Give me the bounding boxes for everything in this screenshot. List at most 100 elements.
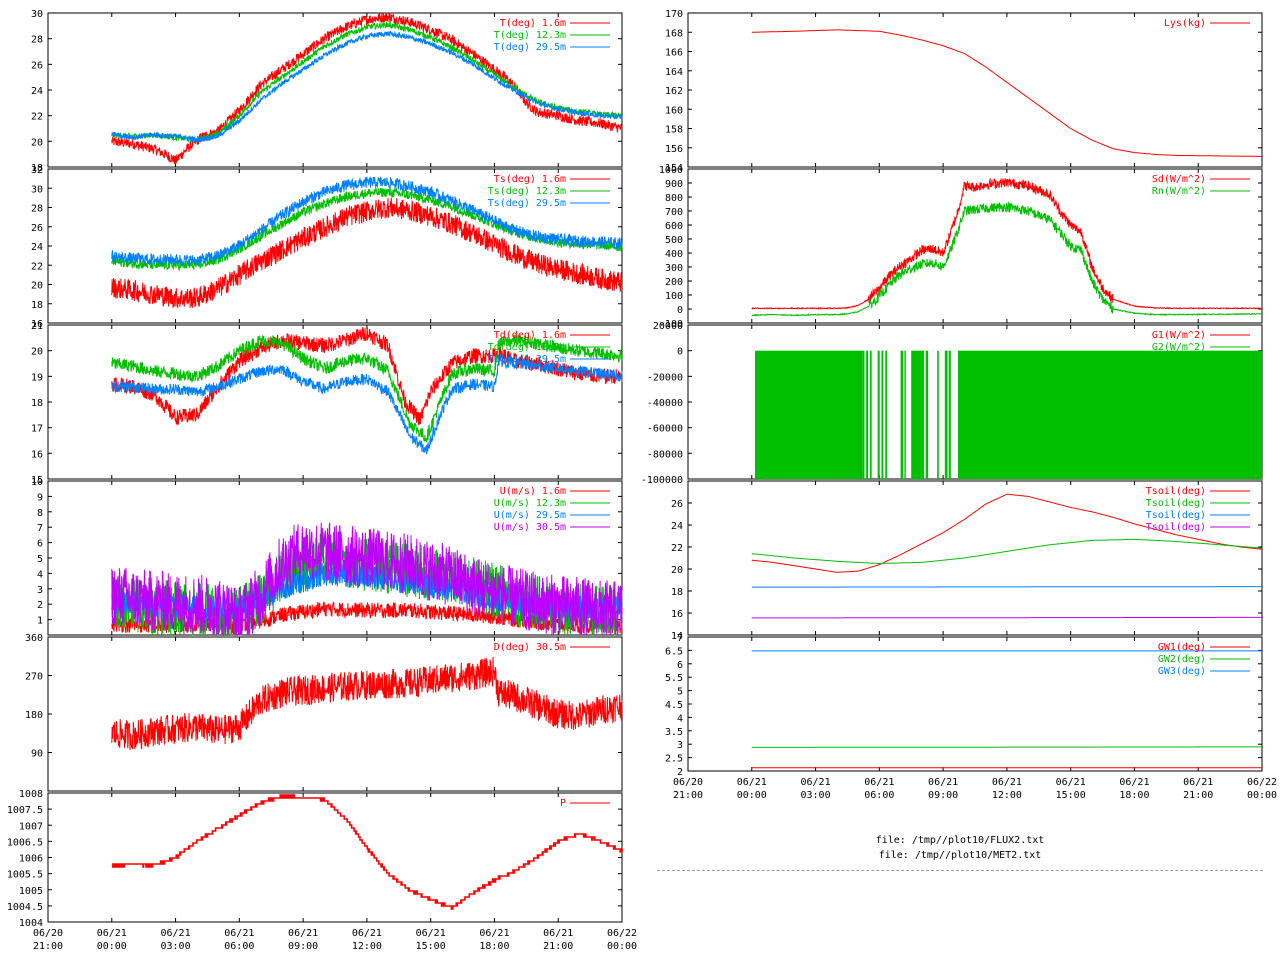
y-tick-label: 22 — [671, 543, 683, 554]
y-tick-label: 18 — [31, 398, 43, 409]
y-tick-label: 8 — [37, 508, 43, 519]
chart-dir: 90 180 270 360 D(deg) 30.5m — [25, 633, 623, 792]
chart-gw: 2 2.5 3 3.5 4 4.5 5 5.5 6 6.5 7 GW1(deg)GW2(deg)GW3… — [665, 633, 1263, 778]
series-line-ts-0 — [111, 197, 623, 308]
series-line-tsoil-0 — [751, 493, 1263, 573]
legend-label: D(deg) 30.5m — [494, 642, 566, 653]
y-tick-label: 30 — [31, 9, 43, 20]
series-line-wind-3 — [111, 522, 623, 636]
y-tick-label: 18 — [671, 587, 683, 598]
y-tick-label: 20 — [31, 137, 43, 148]
y-tick-label: 2.5 — [665, 754, 683, 765]
left-x-time-label: 21:00 — [543, 941, 573, 952]
y-tick-label: -60000 — [647, 424, 683, 435]
y-tick-label: 160 — [665, 105, 683, 116]
legend-label: GW1(deg) — [1158, 642, 1206, 653]
y-tick-label: -40000 — [647, 398, 683, 409]
legend-label: Ts(deg) 12.3m — [488, 186, 566, 197]
y-tick-label: 26 — [671, 499, 683, 510]
y-tick-label: 162 — [665, 86, 683, 97]
left-x-date-label: 06/21 — [161, 928, 191, 939]
left-x-date-label: 06/21 — [224, 928, 254, 939]
y-tick-label: 158 — [665, 125, 683, 136]
y-tick-label: -80000 — [647, 449, 683, 460]
series-line-dir-0 — [111, 656, 623, 751]
plot-frame — [47, 636, 623, 792]
y-tick-label: 300 — [665, 263, 683, 274]
y-tick-label: 3.5 — [665, 727, 683, 738]
flux-fill-strip — [866, 350, 869, 479]
chart-rad: -100 0 100 200 300 400 500 600 700 800 900 1000 Sd(W… — [659, 165, 1263, 330]
series-line-rad-0 — [751, 177, 1263, 310]
y-tick-label: 24 — [31, 86, 43, 97]
y-tick-label: 270 — [25, 672, 43, 683]
y-tick-label: 200 — [665, 277, 683, 288]
y-tick-label: 360 — [25, 633, 43, 644]
flux-fill-strip — [877, 350, 880, 479]
flux-fill-block — [911, 350, 922, 479]
legend-label: U(m/s) 30.5m — [494, 522, 566, 533]
flux-fill-strip — [925, 350, 929, 479]
y-tick-label: 18 — [31, 163, 43, 174]
legend-label: Ts(deg) 1.6m — [494, 174, 566, 185]
y-tick-label: 1000 — [659, 165, 683, 176]
y-tick-label: 3 — [677, 740, 683, 751]
y-tick-label: 24 — [671, 521, 683, 532]
legend-label: Tsoil(deg) — [1146, 486, 1206, 497]
left-x-date-label: 06/21 — [352, 928, 382, 939]
source-file-1: file: /tmp//plot10/FLUX2.txt — [875, 835, 1045, 846]
y-tick-label: 1004.5 — [7, 902, 43, 913]
left-x-date-label: 06/21 — [479, 928, 509, 939]
flux-fill-strip — [885, 350, 888, 479]
legend-label: Tsoil(deg) — [1146, 498, 1206, 509]
right-x-time-label: 09:00 — [928, 790, 958, 801]
right-x-time-label: 00:00 — [737, 790, 767, 801]
y-tick-label: 2 — [37, 600, 43, 611]
right-x-time-label: 00:00 — [1247, 790, 1277, 801]
left-x-time-label: 21:00 — [33, 941, 63, 952]
series-line-pres-0 — [111, 794, 623, 910]
flux-fill-strip — [904, 350, 906, 479]
y-tick-label: -100000 — [641, 475, 683, 486]
y-tick-label: 20000 — [653, 321, 683, 332]
plot-frame — [687, 12, 1263, 168]
series-line-td-0 — [111, 326, 623, 426]
y-tick-label: 6 — [37, 539, 43, 550]
left-x-date-label: 06/22 — [607, 928, 637, 939]
y-tick-label: 24 — [31, 242, 43, 253]
chart-gflux: -100000 -80000 -60000 -40000 -20000 0 20000 G1(… — [641, 321, 1263, 486]
right-x-time-label: 03:00 — [801, 790, 831, 801]
y-tick-label: 5 — [677, 687, 683, 698]
source-files: file: /tmp//plot10/FLUX2.txt file: /tmp/… — [655, 833, 1265, 863]
left-x-time-label: 06:00 — [224, 941, 254, 952]
flux-fill-block — [957, 350, 1262, 479]
legend-label: G1(W/m^2) — [1152, 330, 1206, 341]
y-tick-label: 5.5 — [665, 673, 683, 684]
left-x-time-label: 09:00 — [288, 941, 318, 952]
left-x-date-label: 06/20 — [33, 928, 63, 939]
legend-label: Tsoil(deg) — [1146, 510, 1206, 521]
chart-temp: 18 20 22 24 26 28 30 T(deg) 1.6mT(deg) 12.3mT(d… — [31, 9, 623, 174]
y-tick-label: 20 — [671, 565, 683, 576]
right-x-time-label: 18:00 — [1119, 790, 1149, 801]
legend-label: Td(deg) 1.6m — [494, 330, 566, 341]
chart-tsoil: 14161820222426Tsoil(deg)Tsoil(deg)Tsoil(… — [671, 480, 1263, 642]
legend-label: GW2(deg) — [1158, 654, 1206, 665]
y-tick-label: 154 — [665, 163, 683, 174]
y-tick-label: 4.5 — [665, 700, 683, 711]
y-tick-label: 7 — [677, 633, 683, 644]
y-tick-label: 7 — [37, 523, 43, 534]
flux-fill-strip — [869, 350, 872, 479]
flux-fill-strip — [948, 350, 951, 479]
y-tick-label: 0 — [677, 347, 683, 358]
series-line-td-2 — [111, 354, 623, 455]
flux-fill-strip — [862, 350, 865, 479]
left-x-time-label: 03:00 — [161, 941, 191, 952]
y-tick-label: 1005 — [19, 886, 43, 897]
y-tick-label: -100 — [659, 319, 683, 330]
y-tick-label: 1008 — [19, 789, 43, 800]
y-tick-label: 30 — [31, 184, 43, 195]
left-x-date-label: 06/21 — [416, 928, 446, 939]
